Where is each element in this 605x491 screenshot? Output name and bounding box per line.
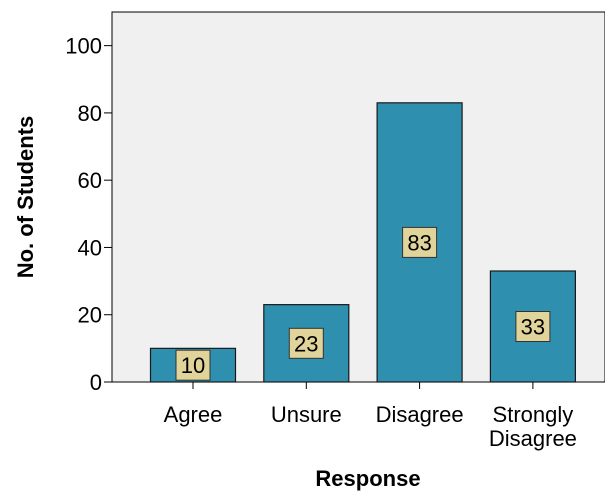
data-label: 10 <box>181 353 205 378</box>
x-axis-title: Response <box>315 466 420 491</box>
axes-group: Agree Unsure Disagree Strongly Disagree 0 20 40… <box>65 12 577 451</box>
x-tick-label: Disagree <box>376 402 464 427</box>
x-tick-label: Strongly Disagree <box>489 402 577 451</box>
data-label: 23 <box>294 331 318 356</box>
x-tick-label: Unsure <box>271 402 342 427</box>
data-label: 83 <box>407 230 431 255</box>
data-label: 33 <box>521 315 545 340</box>
data-label-box <box>402 226 438 258</box>
y-tick-label: 80 <box>78 101 102 126</box>
y-tick-label: 20 <box>78 303 102 328</box>
y-tick-label: 0 <box>90 370 102 395</box>
y-axis-title: No. of Students <box>13 116 38 279</box>
data-label-box <box>288 327 324 359</box>
x-tick-label: Agree <box>164 402 223 427</box>
data-label-box <box>175 349 211 381</box>
y-tick-label: 40 <box>78 235 102 260</box>
data-labels-group: 10 23 83 33 <box>175 226 551 381</box>
data-label-box <box>515 311 551 342</box>
y-tick-label: 100 <box>65 34 102 59</box>
y-tick-label: 60 <box>78 168 102 193</box>
